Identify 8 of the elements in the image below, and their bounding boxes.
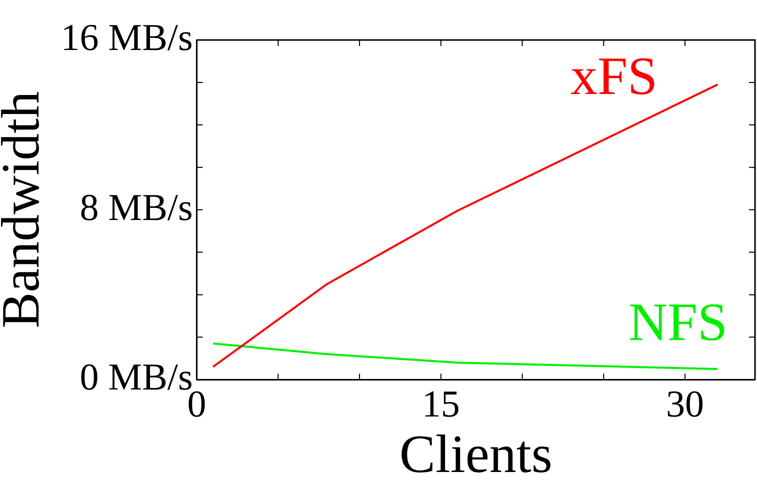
y-tick-label: 8 MB/s: [80, 186, 193, 229]
x-tick-label: 30: [666, 383, 704, 426]
y-tick-label: 16 MB/s: [60, 16, 193, 59]
series-label: NFS: [628, 292, 728, 352]
series-label: xFS: [570, 46, 658, 106]
y-axis-title: Bandwidth: [0, 91, 51, 328]
x-axis-title: Clients: [399, 424, 552, 484]
x-tick-label: 15: [422, 383, 460, 426]
